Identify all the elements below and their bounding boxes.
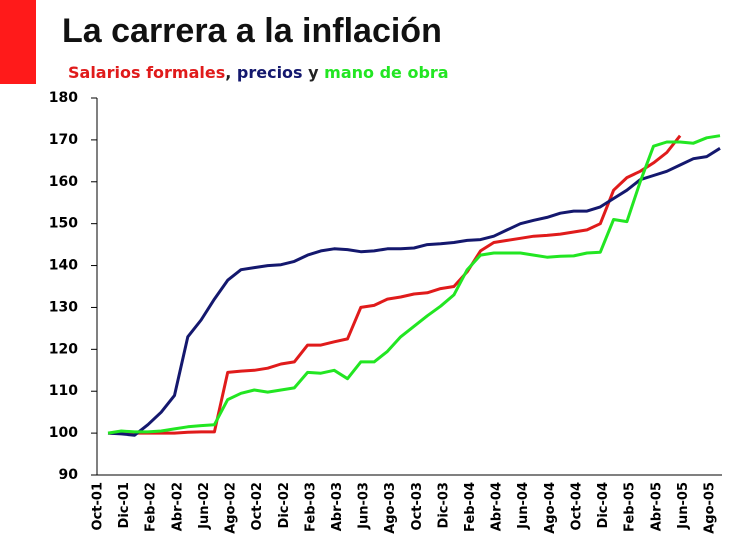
- x-tick-label: Jun-05: [676, 482, 691, 530]
- y-tick-label: 90: [59, 467, 79, 483]
- x-tick-label: Oct-01: [91, 482, 106, 530]
- y-tick-label: 110: [49, 383, 78, 399]
- x-tick-label: Jun-04: [516, 482, 531, 530]
- legend: Salarios formales, precios y mano de obr…: [68, 63, 449, 82]
- corner-bar: [0, 0, 36, 84]
- x-tick-label: Ago-05: [703, 482, 718, 534]
- x-tick-label: Ago-04: [543, 482, 558, 534]
- x-tick-label: Feb-05: [623, 482, 638, 532]
- y-tick-label: 140: [49, 258, 78, 274]
- x-tick-label: Dic-03: [436, 482, 451, 528]
- x-tick-label: Oct-02: [250, 482, 265, 530]
- y-tick-label: 180: [49, 90, 78, 106]
- x-tick-label: Oct-04: [569, 482, 584, 530]
- x-tick-label: Ago-03: [383, 482, 398, 534]
- legend-separator: y: [303, 63, 325, 82]
- y-tick-label: 150: [49, 216, 78, 232]
- x-tick-label: Abr-02: [170, 482, 185, 531]
- legend-entry: precios: [237, 63, 303, 82]
- y-tick-label: 120: [49, 341, 78, 357]
- y-tick-label: 130: [49, 299, 78, 315]
- y-tick-label: 160: [49, 174, 78, 190]
- x-tick-label: Dic-02: [277, 482, 292, 528]
- series-line: [108, 134, 682, 435]
- x-tick-label: Dic-01: [117, 482, 132, 528]
- x-tick-label: Feb-02: [144, 482, 159, 532]
- y-tick-label: 100: [49, 425, 78, 441]
- x-tick-label: Abr-04: [490, 482, 505, 531]
- x-tick-label: Jun-02: [197, 482, 212, 530]
- series-line: [107, 147, 721, 437]
- x-tick-label: Abr-05: [649, 482, 664, 531]
- x-tick-label: Feb-03: [303, 482, 318, 532]
- x-tick-label: Dic-04: [596, 482, 611, 528]
- chart-title: La carrera a la inflación: [62, 12, 442, 50]
- legend-entry: Salarios formales: [68, 63, 225, 82]
- x-tick-label: Ago-02: [224, 482, 239, 534]
- x-tick-label: Oct-03: [410, 482, 425, 530]
- x-tick-label: Jun-03: [357, 482, 372, 530]
- legend-separator: ,: [225, 63, 237, 82]
- x-tick-label: Feb-04: [463, 482, 478, 532]
- legend-entry: mano de obra: [324, 63, 448, 82]
- series-line: [107, 134, 721, 435]
- x-tick-label: Abr-03: [330, 482, 345, 531]
- y-tick-label: 170: [49, 132, 78, 148]
